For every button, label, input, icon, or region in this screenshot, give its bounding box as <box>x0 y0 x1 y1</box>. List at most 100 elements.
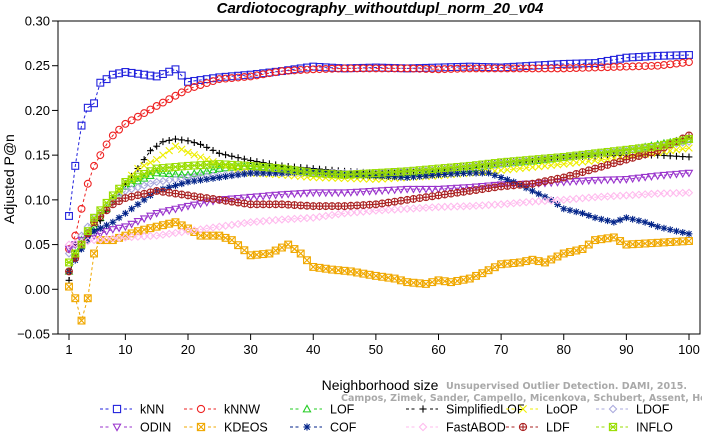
data-point <box>184 178 192 186</box>
data-point <box>90 99 99 108</box>
legend-label: FastABOD <box>446 421 506 434</box>
legend-item-kdeos: KDEOS <box>184 421 268 434</box>
data-point <box>478 169 486 177</box>
data-point <box>215 149 223 157</box>
data-point <box>215 174 223 181</box>
data-point <box>560 205 568 213</box>
data-point <box>503 157 512 166</box>
data-point <box>334 209 343 219</box>
watermark-line-2: Campos, Zimek, Sander, Campello, Micenko… <box>341 393 702 404</box>
data-point <box>422 172 430 180</box>
data-point <box>296 190 306 198</box>
data-point <box>496 159 506 169</box>
data-point <box>416 173 424 180</box>
data-point <box>390 274 399 283</box>
data-point <box>566 152 574 161</box>
series-line <box>68 145 690 263</box>
data-point <box>146 171 155 179</box>
data-point <box>77 240 86 249</box>
legend-item-odin: ODIN <box>100 421 171 434</box>
data-point <box>396 204 406 214</box>
data-point <box>578 158 587 166</box>
data-point <box>377 187 387 196</box>
y-tick-label: 0.30 <box>25 14 50 29</box>
data-point <box>685 58 693 67</box>
legend-marker <box>518 422 528 432</box>
data-point <box>240 199 249 208</box>
data-point <box>115 197 124 206</box>
data-point <box>572 194 581 203</box>
data-point <box>146 158 155 167</box>
data-point <box>654 223 662 231</box>
data-point <box>328 170 336 179</box>
data-point <box>177 204 187 213</box>
data-point <box>147 147 154 155</box>
data-point <box>134 200 142 208</box>
data-point <box>128 205 136 213</box>
data-point <box>559 152 568 161</box>
x-tick-label: 40 <box>306 342 320 357</box>
data-point <box>178 136 186 144</box>
data-point <box>71 161 80 170</box>
data-point <box>365 169 374 178</box>
data-point <box>553 174 562 183</box>
data-point <box>228 172 236 180</box>
data-point <box>434 185 443 194</box>
data-point <box>302 189 312 198</box>
legend-label: kNNW <box>224 403 260 417</box>
data-point <box>277 191 287 200</box>
data-point <box>171 65 180 74</box>
data-point <box>133 183 143 192</box>
data-point <box>83 103 92 112</box>
legend-item-ldf: LDF <box>506 421 570 434</box>
data-point <box>315 189 324 198</box>
data-point <box>622 214 630 222</box>
data-point <box>472 186 481 194</box>
data-point <box>96 151 105 160</box>
data-point <box>177 71 186 80</box>
data-point <box>102 206 111 215</box>
data-point <box>252 193 262 202</box>
data-point <box>121 181 130 190</box>
data-point <box>108 131 117 140</box>
data-point <box>209 195 217 203</box>
data-point <box>190 226 199 235</box>
data-point <box>559 195 568 205</box>
data-point <box>503 199 512 208</box>
data-point <box>509 199 518 208</box>
data-point <box>165 176 174 185</box>
data-point <box>165 229 174 239</box>
data-point <box>315 212 324 222</box>
data-point <box>146 231 155 241</box>
data-point <box>133 191 142 200</box>
data-point <box>171 169 180 178</box>
data-point <box>384 205 393 215</box>
data-point <box>428 203 437 212</box>
data-point <box>189 169 199 177</box>
data-point <box>571 177 581 186</box>
data-point <box>459 202 468 211</box>
data-point <box>553 160 562 169</box>
data-point <box>71 294 80 303</box>
x-tick-label: 90 <box>619 342 633 357</box>
legend-marker <box>302 404 312 413</box>
data-point <box>685 144 693 152</box>
data-point <box>152 177 161 187</box>
data-point <box>422 193 430 202</box>
data-point <box>490 159 499 167</box>
data-point <box>246 218 255 227</box>
legend-item-knn: kNN <box>100 403 164 417</box>
data-point <box>115 125 124 134</box>
data-point <box>647 189 656 199</box>
data-point <box>590 192 600 202</box>
data-point <box>240 155 248 163</box>
data-point <box>259 159 267 167</box>
data-point <box>428 192 437 201</box>
data-point <box>233 219 243 229</box>
data-point <box>234 241 243 250</box>
data-point <box>609 176 619 185</box>
data-point <box>529 187 536 195</box>
data-point <box>340 209 349 218</box>
data-point <box>190 150 199 159</box>
plot-frame <box>57 20 701 335</box>
